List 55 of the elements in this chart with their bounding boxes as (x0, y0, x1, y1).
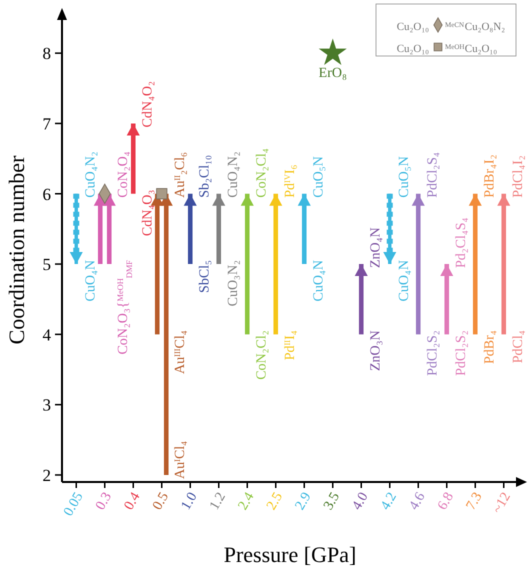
x-tick-label: ~12 (490, 490, 514, 516)
annotation: CdN₄O₃ (140, 190, 156, 236)
x-tick-label: 6.8 (435, 490, 457, 513)
annotation: CuO₃N₂ (226, 260, 241, 306)
annotation: PdCl₂S₂ (454, 330, 469, 376)
x-tick-label: 2.5 (264, 490, 286, 513)
annotation: PdBr₄ (482, 330, 498, 364)
annotation: CdN₄O₂ (140, 81, 156, 128)
annotation: PdCl₄I₂ (510, 155, 526, 198)
annotation: CoN₂Cl₂ (254, 330, 270, 380)
x-tick-label: 0.3 (93, 490, 115, 513)
annotation: CuO₄N₂ (83, 151, 98, 198)
annotation: CuO₅N (396, 156, 412, 198)
y-tick-label: 5 (42, 255, 51, 274)
y-tick-label: 4 (42, 325, 52, 344)
annotation: CuO₅N (311, 156, 326, 198)
annotation: PdCl₄ (510, 330, 526, 364)
annotation: Cu₂O₁₀ (396, 21, 430, 33)
annotation: CuO₄N (311, 260, 326, 302)
x-tick-label: 0.4 (122, 490, 144, 513)
annotation: CuO₄N₂ (226, 151, 241, 198)
annotation: Sb₂Cl₁₀ (197, 154, 212, 198)
x-tick-label: 7.3 (464, 490, 486, 513)
x-tick-label: 4.0 (350, 490, 372, 513)
annotation: Cu₂O₁₀ (396, 43, 430, 55)
annotation: CuO₄N (83, 260, 98, 302)
y-axis-title: Coordination number (4, 154, 29, 344)
y-tick-label: 3 (42, 396, 51, 415)
annotation: CoN₂Cl₄ (254, 148, 270, 198)
x-tick-label: 0.05 (61, 490, 86, 519)
x-tick-label: 2.4 (236, 490, 258, 513)
x-tick-label: 2.9 (292, 490, 314, 513)
annotation: ErO₈ (318, 66, 347, 82)
y-tick-label: 6 (42, 184, 51, 204)
annotation: CuO₄N (396, 260, 412, 302)
annotation: ZnO₄N (368, 227, 384, 268)
annotation: Cu₂O₈N₂ (464, 21, 506, 33)
annotation: Cu₂O₁₀ (464, 43, 498, 55)
annotation: PdBr₄I₂ (482, 154, 498, 198)
x-tick-label: 4.2 (378, 490, 400, 513)
annotation: CoN₂O₄ (116, 151, 131, 198)
x-tick-label: 1.0 (178, 490, 200, 513)
y-tick-label: 7 (42, 114, 52, 134)
annotation: PdCl₂S₂ (425, 330, 440, 376)
y-tick-label: 2 (42, 466, 51, 485)
x-tick-label: 0.5 (150, 490, 172, 513)
y-tick-label: 8 (42, 44, 51, 64)
x-axis-title: Pressure [GPa] (224, 542, 356, 567)
x-tick-label: 1.2 (207, 490, 229, 513)
x-tick-label: 4.6 (406, 490, 428, 513)
annotation: ZnO₃N (368, 330, 384, 372)
annotation: SbCl₅ (197, 260, 212, 293)
x-tick-label: 3.5 (321, 490, 343, 513)
annotation: PdCl₂S₄ (425, 152, 440, 198)
annotation: Pd₂Cl₄S₄ (454, 218, 469, 268)
